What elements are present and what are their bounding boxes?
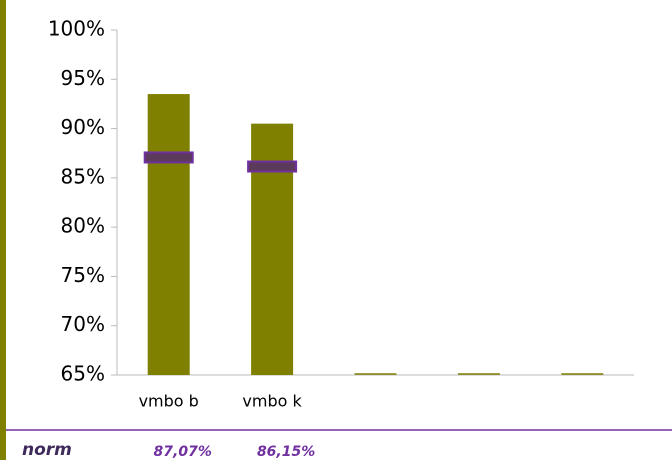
bar xyxy=(147,94,190,376)
y-tick-label: 80% xyxy=(61,214,105,238)
norm-value: 87,07% xyxy=(154,444,212,460)
y-tick-label: 65% xyxy=(61,362,105,386)
x-tick-label: vmbo b xyxy=(139,392,199,411)
y-tick-label: 85% xyxy=(61,164,105,188)
norm-label: norm xyxy=(22,440,72,460)
y-tick-label: 75% xyxy=(61,263,105,287)
x-tick-label: vmbo k xyxy=(242,392,302,411)
y-tick-label: 90% xyxy=(61,115,105,139)
y-tick-label: 70% xyxy=(61,312,105,336)
norm-marker xyxy=(247,160,298,173)
left-strip xyxy=(0,0,6,460)
norm-marker xyxy=(143,151,194,164)
norm-value: 86,15% xyxy=(257,444,315,460)
y-tick-label: 95% xyxy=(61,66,105,90)
y-tick-label: 100% xyxy=(48,17,105,41)
